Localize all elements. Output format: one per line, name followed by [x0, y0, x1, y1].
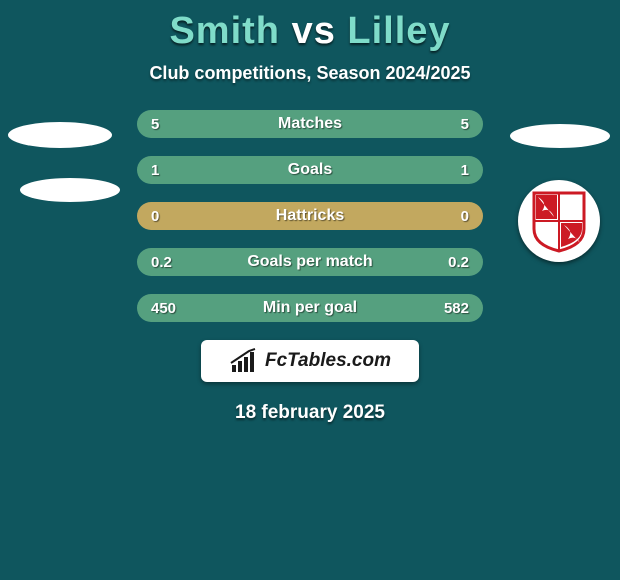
stat-label: Min per goal: [263, 299, 357, 317]
stat-left-value: 0: [151, 208, 159, 225]
comparison-title: Smith vs Lilley: [0, 0, 620, 53]
stat-row-gpm: 0.2 Goals per match 0.2: [137, 248, 483, 276]
stat-row-goals: 1 Goals 1: [137, 156, 483, 184]
fctables-logo[interactable]: FcTables.com: [201, 340, 419, 382]
subtitle: Club competitions, Season 2024/2025: [0, 63, 620, 84]
logo-text: FcTables.com: [265, 350, 391, 372]
decorative-ellipse: [510, 124, 610, 148]
stat-row-matches: 5 Matches 5: [137, 110, 483, 138]
decorative-ellipse: [20, 178, 120, 202]
stat-row-mpg: 450 Min per goal 582: [137, 294, 483, 322]
stat-label: Matches: [278, 115, 342, 133]
stat-left-value: 1: [151, 162, 159, 179]
stat-label: Goals per match: [247, 253, 372, 271]
stat-right-value: 1: [461, 162, 469, 179]
stat-left-value: 5: [151, 116, 159, 133]
player1-name: Smith: [169, 10, 280, 52]
decorative-ellipse: [8, 122, 112, 148]
date-label: 18 february 2025: [0, 402, 620, 424]
player2-name: Lilley: [347, 10, 450, 52]
stat-right-value: 5: [461, 116, 469, 133]
crest-icon: [530, 189, 588, 253]
stat-left-value: 450: [151, 300, 176, 317]
club-crest: [518, 180, 600, 262]
stat-left-value: 0.2: [151, 254, 172, 271]
stat-label: Hattricks: [276, 207, 344, 225]
stat-row-hattricks: 0 Hattricks 0: [137, 202, 483, 230]
vs-separator: vs: [292, 10, 336, 52]
bar-chart-icon: [229, 348, 261, 374]
stat-right-value: 0: [461, 208, 469, 225]
stat-right-value: 0.2: [448, 254, 469, 271]
stat-right-value: 582: [444, 300, 469, 317]
stat-label: Goals: [288, 161, 332, 179]
